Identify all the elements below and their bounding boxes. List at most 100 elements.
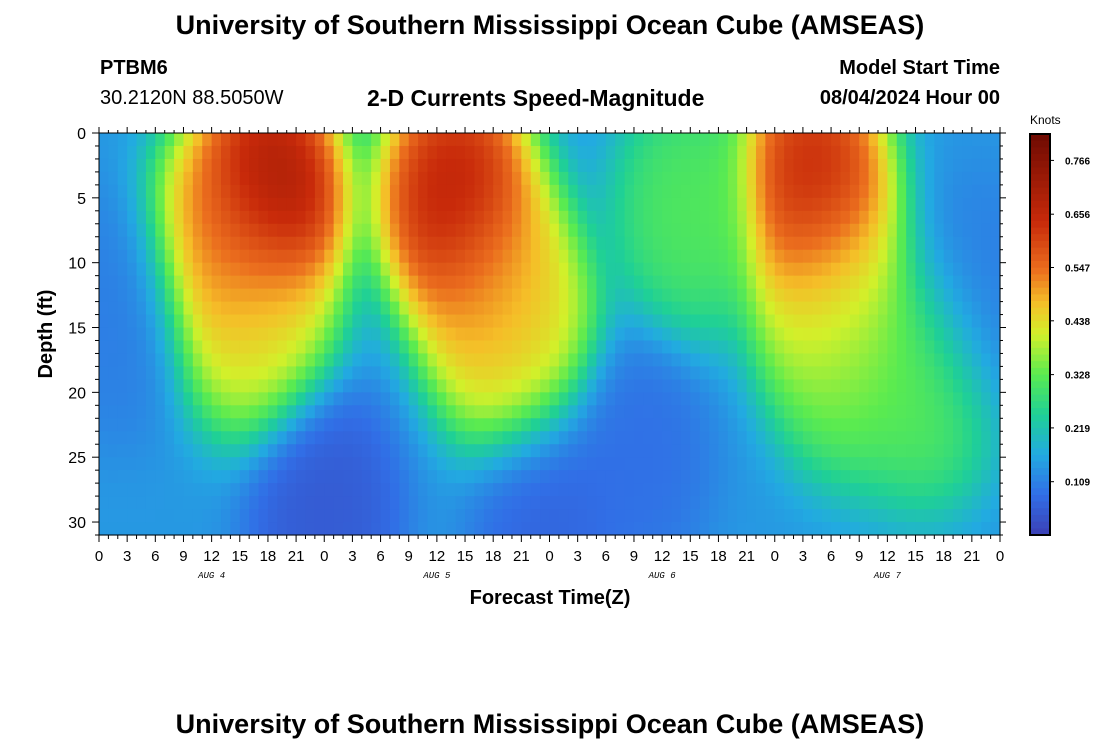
heatmap-cell [455, 262, 466, 277]
heatmap-cell [521, 171, 532, 186]
heatmap-cell [277, 158, 288, 173]
heatmap-cell [540, 210, 551, 225]
heatmap-cell [221, 145, 231, 160]
heatmap-cell [277, 509, 288, 523]
heatmap-cell [155, 444, 166, 458]
heatmap-cell [746, 171, 757, 186]
heatmap-cell [596, 418, 607, 432]
heatmap-cell [521, 275, 532, 290]
heatmap-cell [427, 262, 438, 277]
heatmap-cell [108, 431, 119, 445]
heatmap-cell [127, 405, 138, 419]
heatmap-cell [896, 249, 907, 264]
heatmap-cell [267, 236, 278, 251]
heatmap-cell [596, 184, 607, 199]
heatmap-cell [990, 444, 1001, 458]
heatmap-cell [511, 301, 522, 316]
heatmap-cell [540, 171, 551, 186]
heatmap-cell [239, 314, 250, 329]
heatmap-cell [587, 431, 598, 445]
heatmap-cell [99, 340, 109, 355]
heatmap-cell [286, 522, 297, 536]
heatmap-cell [493, 210, 504, 225]
heatmap-cell [906, 418, 917, 432]
heatmap-cell [324, 210, 335, 225]
heatmap-cell [249, 275, 260, 290]
heatmap-cell [953, 133, 964, 147]
heatmap-cell [127, 379, 138, 393]
heatmap-cell [277, 210, 288, 225]
heatmap-cell [568, 184, 579, 199]
heatmap-cell [605, 236, 616, 251]
heatmap-cell [915, 158, 926, 173]
heatmap-cell [690, 249, 701, 264]
heatmap-cell [709, 301, 720, 316]
heatmap-cell [108, 327, 119, 342]
heatmap-cell [277, 262, 288, 277]
colorbar-label: Knots [1030, 113, 1061, 127]
heatmap-cell [746, 522, 757, 536]
heatmap-cell [286, 133, 297, 147]
heatmap-cell [934, 509, 945, 523]
heatmap-cell [483, 197, 494, 212]
heatmap-cell [934, 444, 945, 458]
heatmap-cell [802, 392, 813, 406]
heatmap-cell [202, 184, 213, 199]
heatmap-cell [868, 353, 879, 368]
heatmap-cell [605, 483, 616, 497]
colorbar-tick-label: 0.438 [1065, 317, 1090, 328]
heatmap-cell [267, 483, 278, 497]
heatmap-cell [333, 392, 344, 406]
heatmap-cell [418, 249, 429, 264]
heatmap-cell [943, 327, 954, 342]
heatmap-cell [934, 184, 945, 199]
heatmap-cell [343, 262, 354, 277]
heatmap-cell [493, 133, 504, 147]
heatmap-cell [333, 405, 344, 419]
heatmap-cell [924, 171, 935, 186]
heatmap-cell [192, 496, 203, 510]
heatmap-cell [145, 470, 156, 484]
heatmap-cell [286, 223, 297, 238]
heatmap-cell [690, 379, 701, 393]
heatmap-cell [840, 379, 851, 393]
heatmap-cell [718, 223, 729, 238]
heatmap-cell [361, 405, 372, 419]
heatmap-cell [446, 366, 457, 380]
heatmap-cell [502, 483, 513, 497]
heatmap-cell [633, 197, 644, 212]
heatmap-cell [718, 327, 729, 342]
heatmap-cell [314, 392, 325, 406]
heatmap-cell [802, 470, 813, 484]
heatmap-cell [615, 522, 626, 536]
heatmap-cell [221, 457, 231, 471]
x-tick-label: 6 [376, 548, 384, 565]
heatmap-cell [727, 288, 738, 303]
heatmap-cell [192, 314, 203, 329]
heatmap-cell [868, 197, 879, 212]
heatmap-cell [633, 288, 644, 303]
heatmap-cell [221, 262, 231, 277]
heatmap-cell [408, 327, 419, 342]
heatmap-cell [924, 431, 935, 445]
heatmap-cell [953, 483, 964, 497]
heatmap-cell [521, 314, 532, 329]
heatmap-cell [267, 262, 278, 277]
heatmap-cell [840, 444, 851, 458]
heatmap-cell [380, 197, 391, 212]
colorbar-band [1030, 174, 1050, 182]
heatmap-cell [633, 340, 644, 355]
heatmap-cell [887, 470, 898, 484]
heatmap-cell [887, 288, 898, 303]
heatmap-cell [727, 145, 738, 160]
heatmap-cell [192, 366, 203, 380]
heatmap-cell [690, 457, 701, 471]
heatmap-cell [915, 197, 926, 212]
heatmap-cell [765, 470, 776, 484]
heatmap-cell [455, 327, 466, 342]
heatmap-cell [408, 483, 419, 497]
heatmap-cell [906, 301, 917, 316]
colorbar-band [1030, 147, 1050, 155]
heatmap-cell [333, 314, 344, 329]
heatmap-cell [108, 483, 119, 497]
